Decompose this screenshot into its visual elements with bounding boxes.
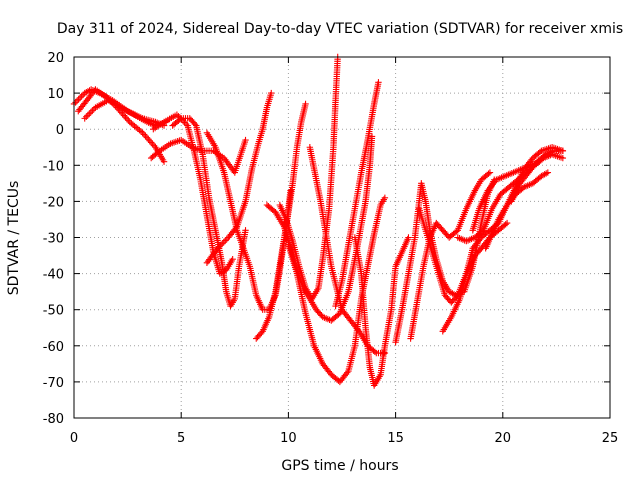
- y-tick-label: -60: [43, 340, 64, 355]
- data-point: [232, 225, 239, 232]
- x-axis-label: GPS time / hours: [281, 458, 398, 474]
- data-point: [72, 99, 79, 106]
- x-tick-label: 5: [177, 431, 185, 446]
- data-point: [147, 139, 155, 146]
- data-point: [559, 154, 567, 162]
- data-point: [405, 234, 412, 241]
- series-arc15: [351, 234, 412, 389]
- data-point: [145, 136, 152, 143]
- series-arc16: [392, 176, 498, 346]
- y-axis-label: SDTVAR / TECUs: [6, 181, 22, 296]
- data-point: [503, 219, 511, 227]
- data-point: [371, 348, 379, 356]
- data-point: [176, 116, 183, 123]
- data-point: [368, 133, 376, 140]
- series-arc8: [203, 89, 275, 266]
- grid-lines: [74, 57, 610, 418]
- data-point: [215, 243, 223, 250]
- data-point: [122, 113, 129, 121]
- data-point: [155, 148, 162, 156]
- data-point: [181, 119, 188, 126]
- y-tick-label: 20: [47, 51, 64, 66]
- data-point: [222, 237, 229, 244]
- data-point: [142, 132, 149, 140]
- data-point: [242, 136, 249, 144]
- data-point: [242, 227, 249, 234]
- y-tick-label: -20: [43, 195, 64, 210]
- data-point: [146, 137, 153, 145]
- data-point: [375, 79, 382, 86]
- series-arc18: [415, 205, 511, 306]
- series-arc14: [332, 79, 382, 310]
- data-point: [354, 326, 362, 334]
- data-point: [268, 89, 275, 97]
- y-tick-label: -80: [43, 412, 64, 427]
- x-axis: 0 5 10 15 20 25: [70, 57, 618, 446]
- data-points: [70, 53, 567, 389]
- y-tick-label: -70: [43, 376, 64, 391]
- series-arc10: [263, 133, 376, 324]
- series-arc23: [508, 147, 567, 205]
- data-point: [125, 117, 132, 124]
- data-point: [84, 112, 91, 119]
- data-point: [502, 221, 509, 228]
- series-arc13: [306, 144, 389, 357]
- data-point: [160, 158, 168, 165]
- data-point: [83, 113, 90, 121]
- data-point: [229, 255, 236, 263]
- data-point: [544, 169, 552, 176]
- data-point: [81, 115, 88, 122]
- series-arc3: [81, 97, 170, 129]
- x-tick-label: 10: [280, 431, 297, 446]
- x-tick-label: 20: [495, 431, 512, 446]
- data-point: [381, 194, 389, 201]
- data-point: [302, 100, 309, 108]
- x-tick-label: 25: [602, 431, 619, 446]
- data-point: [191, 120, 199, 128]
- y-tick-label: -30: [43, 232, 64, 247]
- data-point: [143, 134, 151, 141]
- data-point: [536, 148, 544, 156]
- series-arc5: [150, 111, 236, 277]
- data-point: [219, 240, 226, 247]
- data-point: [217, 242, 224, 249]
- y-tick-label: -40: [43, 268, 64, 283]
- data-point: [86, 110, 93, 117]
- data-point: [258, 329, 265, 337]
- data-point: [223, 235, 231, 243]
- data-point: [149, 140, 156, 148]
- data-point: [485, 170, 492, 177]
- y-tick-label: 0: [56, 123, 64, 138]
- data-point: [486, 169, 494, 176]
- data-point: [220, 238, 227, 246]
- data-point: [214, 245, 221, 252]
- data-point: [75, 96, 82, 103]
- y-axis: -80 -70 -60 -50 -40 -30 -20 -10 0 10 20: [43, 51, 610, 427]
- data-point: [559, 147, 567, 155]
- series-arc6: [169, 115, 249, 310]
- y-tick-label: -50: [43, 304, 64, 319]
- data-point: [182, 120, 190, 128]
- series-arc9: [253, 100, 309, 342]
- data-point: [173, 111, 181, 118]
- data-point: [140, 131, 148, 138]
- data-point: [344, 369, 351, 376]
- data-point: [89, 107, 96, 114]
- y-tick-label: -10: [43, 159, 64, 174]
- data-point: [78, 92, 85, 100]
- x-tick-label: 0: [70, 431, 78, 446]
- data-point: [87, 108, 95, 116]
- data-point: [76, 94, 84, 101]
- data-point: [73, 97, 81, 105]
- chart-title: Day 311 of 2024, Sidereal Day-to-day VTE…: [57, 21, 623, 37]
- y-tick-label: 10: [47, 87, 64, 102]
- x-tick-label: 15: [387, 431, 404, 446]
- series-arc4: [147, 136, 249, 176]
- data-point: [90, 105, 98, 113]
- data-point: [123, 115, 131, 122]
